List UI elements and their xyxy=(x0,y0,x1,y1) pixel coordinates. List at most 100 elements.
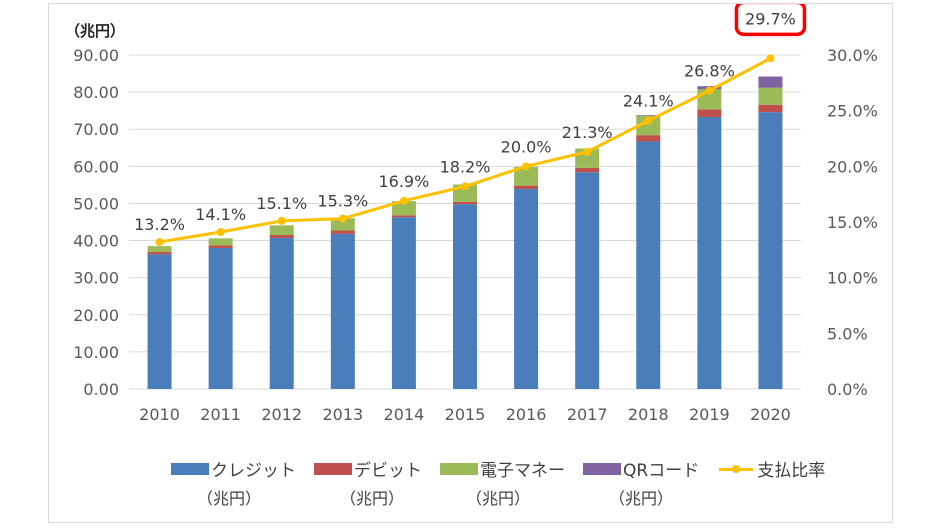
data-label: 15.3% xyxy=(317,192,368,211)
x-tick-label: 2013 xyxy=(322,405,363,424)
legend-swatch-icon xyxy=(583,462,621,475)
y-tick-label: 60.00 xyxy=(73,157,119,176)
data-labels: 13.2% 14.1% 15.1% 15.3% 16.9% 18.2% 20.0% 21.3%… xyxy=(134,4,807,234)
legend-row: クレジット xyxy=(171,456,296,481)
legend-swatch-icon xyxy=(440,462,478,475)
bar-segment-2 xyxy=(514,166,539,186)
legend-swatch-icon xyxy=(314,462,352,475)
bar-segment-0 xyxy=(514,188,539,389)
ratio-line-point xyxy=(522,162,531,171)
chart-svg: （兆円） 0.00 10.00 20.00 30.00 40.00 50.00 60.00 7… xyxy=(65,4,878,424)
x-tick-label: 2011 xyxy=(200,405,241,424)
data-label: 13.2% xyxy=(134,215,185,234)
bar-segment-0 xyxy=(269,237,294,389)
y-tick-label: 30.00 xyxy=(73,269,119,288)
bar-segment-1 xyxy=(269,234,294,238)
bar-segment-1 xyxy=(391,215,416,218)
legend-label: クレジット xyxy=(211,461,296,481)
legend-row: 支払比率 xyxy=(717,456,825,481)
legend-line-marker-icon xyxy=(717,463,755,475)
bar-segment-2 xyxy=(636,115,661,136)
bar-segment-1 xyxy=(575,167,600,173)
bar-segment-0 xyxy=(391,217,416,389)
legend-row: QRコード xyxy=(583,456,699,481)
ratio-line-point xyxy=(705,86,714,95)
bar-segment-2 xyxy=(147,246,172,253)
legend-label: 支払比率 xyxy=(757,461,826,481)
bar-segment-3 xyxy=(636,115,661,116)
y2-tick-label: 15.0% xyxy=(827,213,878,232)
bar-segment-1 xyxy=(453,201,477,205)
data-label: 14.1% xyxy=(195,205,246,224)
y2-tick-label: 20.0% xyxy=(827,157,878,176)
bar-segment-1 xyxy=(636,135,661,142)
ratio-line-point xyxy=(155,238,164,247)
bar-segment-0 xyxy=(208,247,233,389)
bars xyxy=(147,76,783,389)
ratio-line-point xyxy=(216,228,225,237)
y-tick-label: 10.00 xyxy=(73,343,119,362)
y-tick-label: 80.00 xyxy=(73,83,119,102)
ratio-line-point xyxy=(766,54,775,63)
legend-label: 電子マネー xyxy=(480,461,565,481)
y-tick-label: 50.00 xyxy=(73,194,119,213)
data-label: 20.0% xyxy=(501,137,552,156)
y-axis-ticks: 0.00 10.00 20.00 30.00 40.00 50.00 60.00 70.00 8… xyxy=(73,46,119,399)
bar-segment-2 xyxy=(330,218,355,231)
y-tick-label: 90.00 xyxy=(73,46,119,65)
highlight-box xyxy=(734,4,807,37)
x-tick-label: 2012 xyxy=(261,405,302,424)
bar-segment-1 xyxy=(514,185,539,189)
legend-unit: （兆円） xyxy=(466,489,531,508)
y2-axis-ticks: 0.0% 5.0% 10.0% 15.0% 20.0% 25.0% 30.0% xyxy=(827,46,878,399)
bar-segment-2 xyxy=(758,87,783,105)
y-tick-label: 20.00 xyxy=(73,306,119,325)
legend-unit: （兆円） xyxy=(340,489,405,508)
y2-tick-label: 30.0% xyxy=(827,46,878,65)
x-tick-label: 2019 xyxy=(689,405,730,424)
y-tick-label: 0.00 xyxy=(83,380,119,399)
legend-unit: （兆円） xyxy=(197,489,262,508)
ratio-line-point xyxy=(644,116,653,125)
data-label: 26.8% xyxy=(684,62,735,81)
y2-tick-label: 5.0% xyxy=(827,324,868,343)
bar-segment-0 xyxy=(575,172,600,389)
bar-segment-0 xyxy=(330,233,355,389)
bar-segment-2 xyxy=(391,201,416,216)
bar-segment-1 xyxy=(758,104,783,113)
bar-segment-1 xyxy=(147,252,172,255)
ratio-line-point xyxy=(338,214,347,223)
legend-swatch-icon xyxy=(171,462,209,475)
legend-item: デビット （兆円） xyxy=(314,456,422,509)
bar-segment-1 xyxy=(697,109,722,117)
ratio-line xyxy=(155,54,775,247)
data-label: 21.3% xyxy=(562,123,613,142)
y-axis-unit-label: （兆円） xyxy=(65,22,125,40)
data-label: 16.9% xyxy=(378,172,429,191)
bar-segment-0 xyxy=(697,116,722,389)
y2-tick-label: 0.0% xyxy=(827,380,868,399)
x-tick-label: 2017 xyxy=(567,405,608,424)
bar-segment-0 xyxy=(147,254,172,389)
bar-segment-0 xyxy=(453,204,477,389)
legend-item: クレジット （兆円） xyxy=(171,456,296,509)
bar-segment-2 xyxy=(269,225,294,235)
legend-label: QRコード xyxy=(623,461,700,481)
bar-segment-1 xyxy=(330,230,355,234)
x-tick-label: 2010 xyxy=(139,405,180,424)
bar-segment-0 xyxy=(636,141,661,389)
x-tick-label: 2016 xyxy=(506,405,547,424)
chart-frame: （兆円） 0.00 10.00 20.00 30.00 40.00 50.00 60.00 7… xyxy=(48,3,893,523)
legend-item: QRコード （兆円） xyxy=(583,456,699,509)
legend-unit: （兆円） xyxy=(609,489,674,508)
ratio-line-point xyxy=(461,182,469,191)
legend-label: デビット xyxy=(354,461,422,481)
legend-item: 支払比率 xyxy=(717,456,825,509)
y2-tick-label: 10.0% xyxy=(827,269,878,288)
ratio-line-point xyxy=(583,147,592,156)
legend: クレジット （兆円） デビット （兆円） 電子マネー （兆円） QRコード （兆円） 支払比率 xyxy=(171,456,843,509)
x-axis-ticks: 2010 2011 2012 2013 2014 2015 2016 2017 2018 2019… xyxy=(139,405,791,424)
data-label: 18.2% xyxy=(440,157,491,176)
x-tick-label: 2018 xyxy=(628,405,669,424)
x-tick-label: 2020 xyxy=(750,405,791,424)
